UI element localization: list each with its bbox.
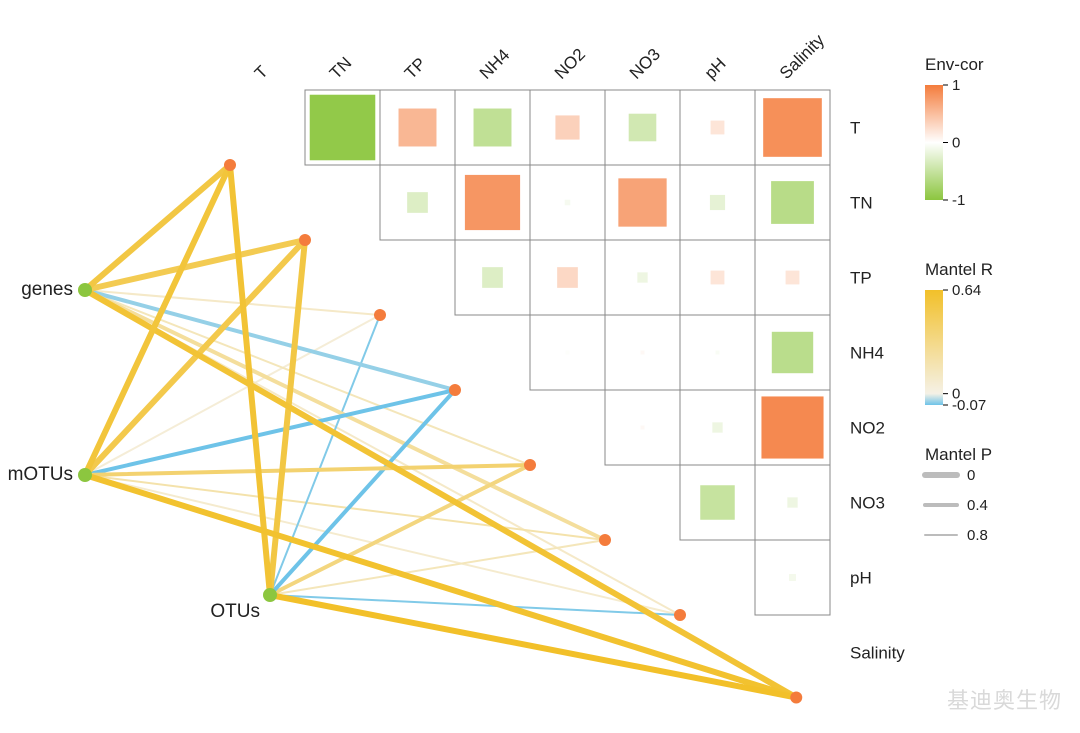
corr-square bbox=[565, 200, 571, 206]
column-label: Salinity bbox=[776, 30, 829, 83]
legends: Env-cor10-1Mantel R0.640-0.07Mantel P00.… bbox=[925, 55, 993, 544]
corr-square bbox=[637, 272, 647, 282]
corr-square bbox=[407, 192, 428, 213]
column-label: TN bbox=[326, 53, 355, 82]
corr-square bbox=[555, 115, 579, 139]
corr-square bbox=[761, 396, 823, 458]
corr-square bbox=[566, 351, 570, 355]
var-anchor bbox=[790, 692, 802, 704]
source-node bbox=[263, 588, 277, 602]
column-label: NH4 bbox=[476, 45, 513, 82]
corr-square bbox=[310, 95, 376, 161]
row-label: Salinity bbox=[850, 644, 905, 663]
var-anchor bbox=[674, 609, 686, 621]
mantel-link bbox=[85, 475, 680, 615]
corr-square bbox=[763, 98, 822, 157]
legend-tick: 0.8 bbox=[967, 527, 988, 544]
source-node bbox=[78, 468, 92, 482]
source-node-label: OTUs bbox=[210, 601, 260, 622]
corr-square bbox=[771, 181, 814, 224]
row-label: T bbox=[850, 119, 860, 138]
row-label: NO3 bbox=[850, 494, 885, 513]
source-node-label: mOTUs bbox=[8, 464, 73, 485]
legend-title-envcor: Env-cor bbox=[925, 55, 984, 74]
legend-tick: 0 bbox=[952, 135, 960, 152]
legend-tick: 0.4 bbox=[967, 497, 988, 514]
corr-square bbox=[557, 267, 578, 288]
corr-square bbox=[772, 332, 813, 373]
legend-mantelr-bar bbox=[925, 290, 943, 405]
mantel-link bbox=[85, 315, 380, 475]
column-label: NO3 bbox=[626, 45, 664, 83]
column-label: NO2 bbox=[551, 45, 589, 83]
legend-tick: -1 bbox=[952, 192, 965, 209]
legend-tick: 0 bbox=[967, 467, 975, 484]
column-label: T bbox=[251, 62, 272, 83]
var-anchor bbox=[524, 459, 536, 471]
corr-square bbox=[786, 271, 800, 285]
corr-square bbox=[700, 485, 735, 520]
column-label: pH bbox=[701, 54, 730, 83]
corr-square bbox=[399, 109, 437, 147]
corr-square bbox=[787, 497, 797, 507]
mantel-link bbox=[85, 240, 305, 475]
var-anchor bbox=[449, 384, 461, 396]
row-label: TP bbox=[850, 269, 872, 288]
var-anchor bbox=[374, 309, 386, 321]
corr-square bbox=[641, 426, 645, 430]
corr-square bbox=[618, 178, 666, 226]
corr-square bbox=[474, 109, 512, 147]
source-node bbox=[78, 283, 92, 297]
corr-square bbox=[629, 114, 657, 142]
corr-square bbox=[711, 271, 725, 285]
corr-square bbox=[641, 351, 645, 355]
corr-square bbox=[710, 195, 725, 210]
legend-title-mantelp: Mantel P bbox=[925, 445, 992, 464]
corr-square bbox=[716, 351, 720, 355]
row-label: pH bbox=[850, 569, 872, 588]
corr-square bbox=[482, 267, 503, 288]
var-anchor bbox=[299, 234, 311, 246]
watermark-text: 基迪奥生物 bbox=[947, 683, 1062, 715]
figure-svg: genes mOTUs OTUs T TN TP NH4 NO2 NO3 pH Salinity T T… bbox=[0, 0, 1080, 733]
corr-square bbox=[789, 574, 796, 581]
var-anchor bbox=[599, 534, 611, 546]
legend-envcor-bar bbox=[925, 85, 943, 200]
row-label: NO2 bbox=[850, 419, 885, 438]
corr-square bbox=[465, 175, 520, 230]
mantel-link bbox=[85, 475, 605, 540]
column-label: TP bbox=[401, 54, 430, 83]
var-anchor bbox=[224, 159, 236, 171]
mantel-link bbox=[85, 165, 230, 475]
legend-title-mantelr: Mantel R bbox=[925, 260, 993, 279]
row-label: NH4 bbox=[850, 344, 884, 363]
legend-tick: 0.64 bbox=[952, 282, 981, 299]
legend-tick: -0.07 bbox=[952, 397, 986, 414]
corr-square bbox=[712, 422, 722, 432]
corr-square bbox=[711, 121, 725, 135]
source-node-label: genes bbox=[21, 279, 73, 300]
row-label: TN bbox=[850, 194, 873, 213]
legend-tick: 1 bbox=[952, 77, 960, 94]
mantel-link bbox=[270, 595, 796, 698]
